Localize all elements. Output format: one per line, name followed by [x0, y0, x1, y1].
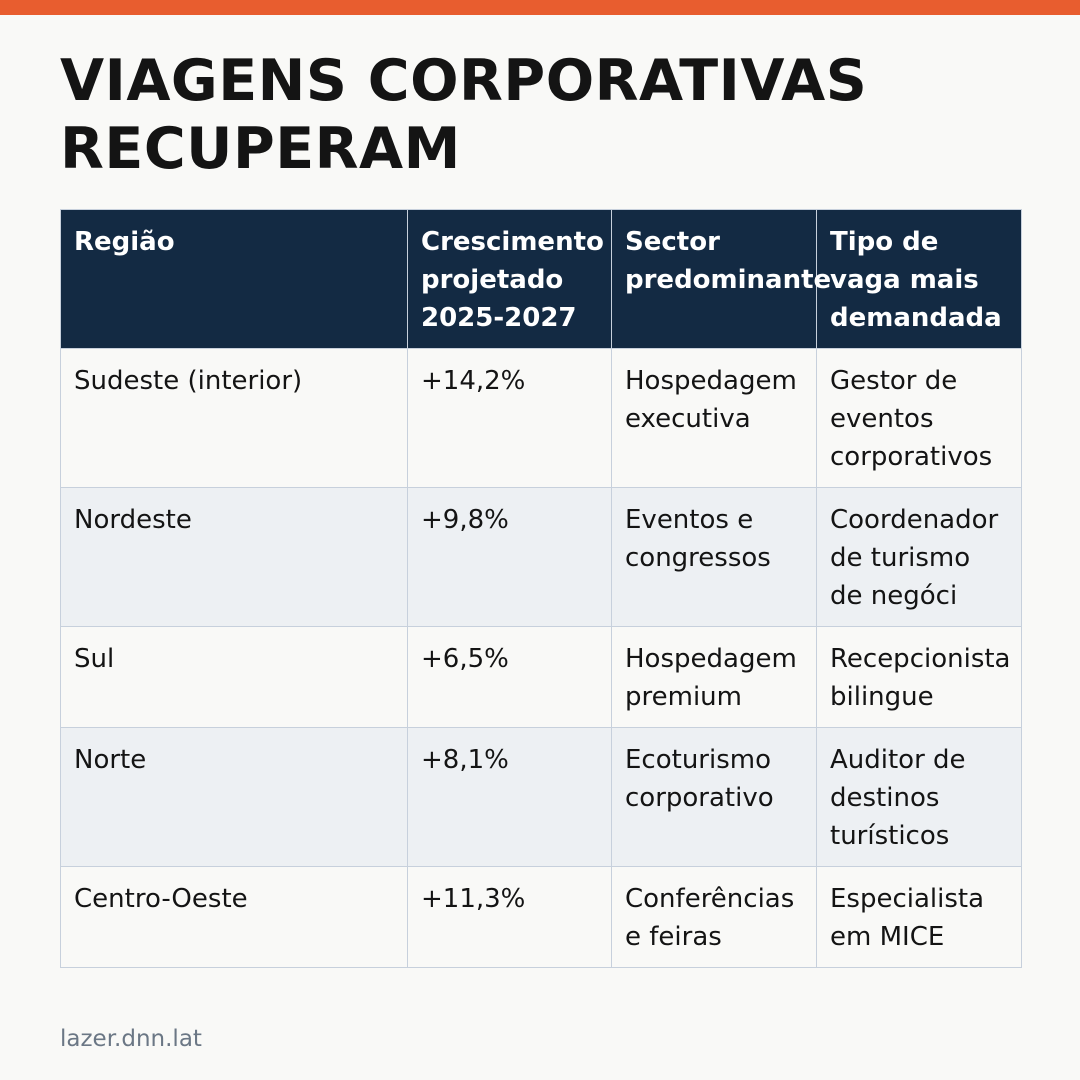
- accent-top-bar: [0, 0, 1080, 15]
- cell-regiao: Sudeste (interior): [60, 348, 408, 488]
- cell-sector: Eventos e congressos: [611, 487, 817, 627]
- table-row: Norte +8,1% Ecoturismo corporativo Audit…: [60, 727, 1022, 867]
- cell-regiao: Norte: [60, 727, 408, 867]
- column-header-label: Sector predominante: [625, 227, 832, 295]
- cell-sector: Conferências e feiras: [611, 866, 817, 968]
- cell-crescimento: +8,1%: [407, 727, 612, 867]
- cell-tipo-vaga: Gestor de eventos corporativos: [816, 348, 1022, 488]
- column-header-label: Crescimento projetado 2025-2027: [421, 227, 604, 333]
- column-header-crescimento: Crescimento projetado 2025-2027: [407, 209, 612, 349]
- cell-sector: Hospedagem executiva: [611, 348, 817, 488]
- cell-regiao: Sul: [60, 626, 408, 728]
- cell-sector: Ecoturismo corporativo: [611, 727, 817, 867]
- cell-tipo-vaga: Especialista em MICE: [816, 866, 1022, 968]
- column-header-label: Tipo de vaga mais demandada: [830, 227, 1002, 333]
- column-header-tipo-vaga: Tipo de vaga mais demandada: [816, 209, 1022, 349]
- table-header-row: Região Crescimento projetado 2025-2027 S…: [60, 209, 1022, 349]
- cell-crescimento: +14,2%: [407, 348, 612, 488]
- cell-tipo-vaga: Recepcionista bilingue: [816, 626, 1022, 728]
- table-row: Sul +6,5% Hospedagem premium Recepcionis…: [60, 626, 1022, 728]
- table-row: Centro-Oeste +11,3% Conferências e feira…: [60, 866, 1022, 968]
- cell-sector: Hospedagem premium: [611, 626, 817, 728]
- table-row: Nordeste +9,8% Eventos e congressos Coor…: [60, 487, 1022, 627]
- cell-crescimento: +9,8%: [407, 487, 612, 627]
- cell-regiao: Nordeste: [60, 487, 408, 627]
- cell-tipo-vaga: Coordenador de turismo de negóci: [816, 487, 1022, 627]
- cell-regiao: Centro-Oeste: [60, 866, 408, 968]
- column-header-label: Região: [74, 227, 175, 257]
- cell-crescimento: +11,3%: [407, 866, 612, 968]
- page-title: VIAGENS CORPORATIVAS RECUPERAM: [60, 48, 868, 182]
- cell-crescimento: +6,5%: [407, 626, 612, 728]
- column-header-regiao: Região: [60, 209, 408, 349]
- table-row: Sudeste (interior) +14,2% Hospedagem exe…: [60, 348, 1022, 488]
- cell-tipo-vaga: Auditor de destinos turísticos: [816, 727, 1022, 867]
- data-table: Região Crescimento projetado 2025-2027 S…: [60, 209, 1022, 968]
- column-header-sector: Sector predominante: [611, 209, 832, 349]
- footer-domain: lazer.dnn.lat: [60, 1026, 202, 1052]
